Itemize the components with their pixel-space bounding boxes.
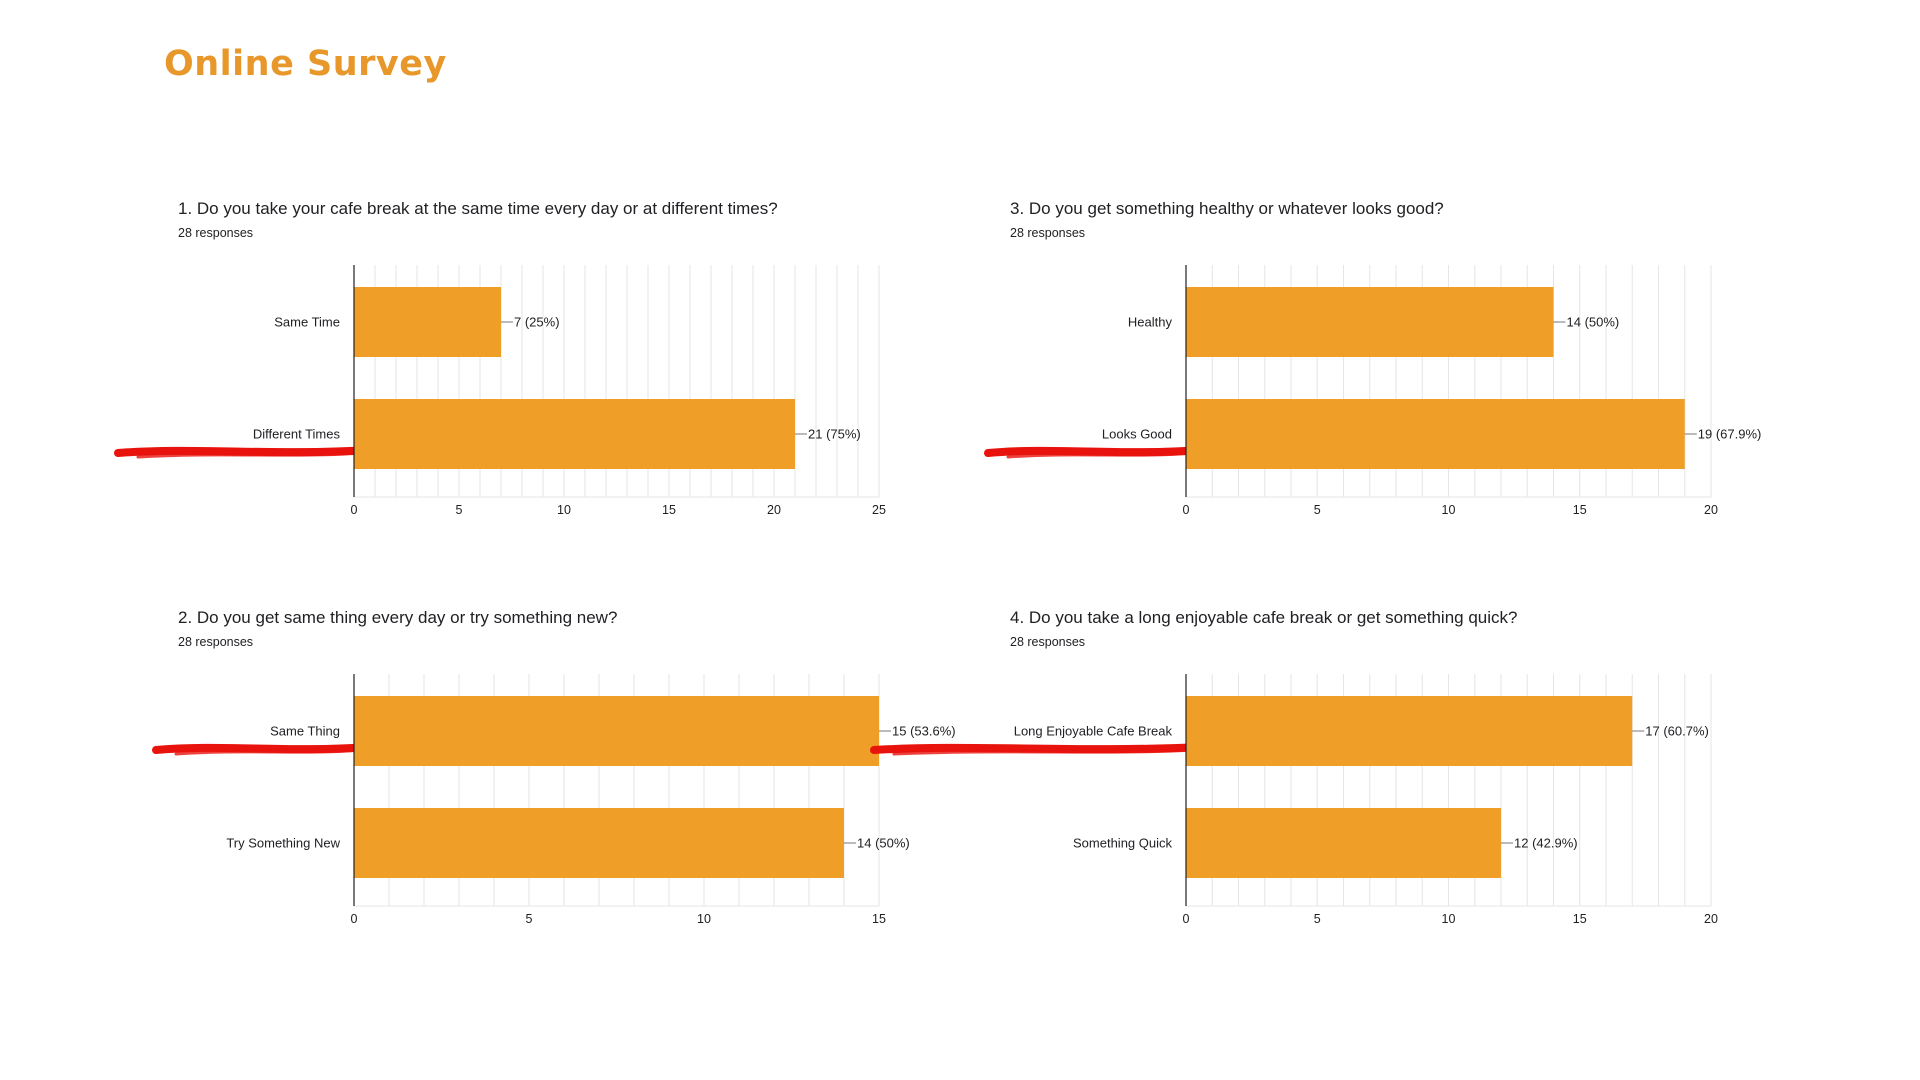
data-label: 15 (53.6%) — [892, 724, 956, 739]
x-tick-label: 20 — [767, 503, 781, 517]
category-label: Same Thing — [270, 724, 340, 739]
x-tick-label: 15 — [1573, 912, 1587, 926]
x-tick-label: 25 — [872, 503, 886, 517]
bar — [1186, 696, 1633, 766]
x-tick-label: 5 — [1314, 503, 1321, 517]
data-label: 7 (25%) — [514, 315, 560, 330]
bar-chart: Same Thing 15 (53.6%) Try Something New 14 … — [152, 674, 956, 926]
data-label: 21 (75%) — [808, 427, 861, 442]
chart-card-q2: 2. Do you get same thing every day or tr… — [152, 608, 1018, 968]
highlight-scribble — [892, 748, 1194, 756]
bar — [354, 696, 879, 766]
x-tick-label: 20 — [1704, 912, 1718, 926]
bar — [354, 808, 844, 878]
highlight-scribble — [1006, 451, 1194, 459]
category-label: Same Time — [274, 315, 340, 330]
x-tick-label: 10 — [697, 912, 711, 926]
x-tick-label: 10 — [1442, 503, 1456, 517]
bar-chart: Healthy 14 (50%) Looks Good 19 (67.9%) 0 5 10 1… — [984, 265, 1762, 517]
data-label: 12 (42.9%) — [1514, 836, 1578, 851]
data-label: 19 (67.9%) — [1698, 427, 1762, 442]
chart-card-q4: 4. Do you take a long enjoyable cafe bre… — [870, 608, 1850, 968]
x-tick-label: 15 — [872, 912, 886, 926]
x-tick-label: 15 — [1573, 503, 1587, 517]
chart-card-q3: 3. Do you get something healthy or whate… — [984, 199, 1850, 559]
x-tick-label: 5 — [1314, 912, 1321, 926]
bar — [1186, 287, 1554, 357]
x-tick-label: 5 — [456, 503, 463, 517]
chart-title: 3. Do you get something healthy or whate… — [1010, 199, 1444, 218]
highlight-scribble — [152, 743, 374, 754]
data-label: 14 (50%) — [857, 836, 910, 851]
bar-chart: Long Enjoyable Cafe Break 17 (60.7%) Somet… — [870, 674, 1718, 926]
x-tick-label: 10 — [557, 503, 571, 517]
highlight-scribble — [984, 446, 1206, 457]
highlight-scribble — [136, 451, 362, 459]
category-label: Long Enjoyable Cafe Break — [1014, 724, 1173, 739]
category-label: Try Something New — [226, 836, 340, 851]
page-title: Online Survey — [164, 44, 447, 84]
response-count: 28 responses — [178, 226, 254, 240]
bar — [354, 399, 795, 469]
chart-title: 1. Do you take your cafe break at the sa… — [178, 199, 778, 218]
bar — [1186, 399, 1685, 469]
response-count: 28 responses — [178, 635, 254, 649]
response-count: 28 responses — [1010, 226, 1086, 240]
chart-card-q1: 1. Do you take your cafe break at the sa… — [114, 199, 1018, 559]
x-tick-label: 15 — [662, 503, 676, 517]
category-label: Something Quick — [1073, 836, 1172, 851]
data-label: 17 (60.7%) — [1645, 724, 1709, 739]
highlight-scribble — [114, 446, 374, 457]
x-tick-label: 0 — [351, 503, 358, 517]
category-label: Looks Good — [1102, 427, 1172, 442]
x-tick-label: 0 — [1183, 503, 1190, 517]
highlight-scribble — [870, 743, 1206, 754]
data-label: 14 (50%) — [1567, 315, 1620, 330]
highlight-scribble — [174, 748, 362, 756]
response-count: 28 responses — [1010, 635, 1086, 649]
bar — [1186, 808, 1501, 878]
category-label: Different Times — [253, 427, 341, 442]
chart-title: 2. Do you get same thing every day or tr… — [178, 608, 618, 627]
bar — [354, 287, 501, 357]
x-tick-label: 20 — [1704, 503, 1718, 517]
chart-title: 4. Do you take a long enjoyable cafe bre… — [1010, 608, 1518, 627]
x-tick-label: 0 — [351, 912, 358, 926]
x-tick-label: 0 — [1183, 912, 1190, 926]
x-tick-label: 5 — [526, 912, 533, 926]
x-tick-label: 10 — [1442, 912, 1456, 926]
bar-chart: Same Time 7 (25%) Different Times 21 (75%) 0… — [114, 265, 886, 517]
category-label: Healthy — [1128, 315, 1173, 330]
